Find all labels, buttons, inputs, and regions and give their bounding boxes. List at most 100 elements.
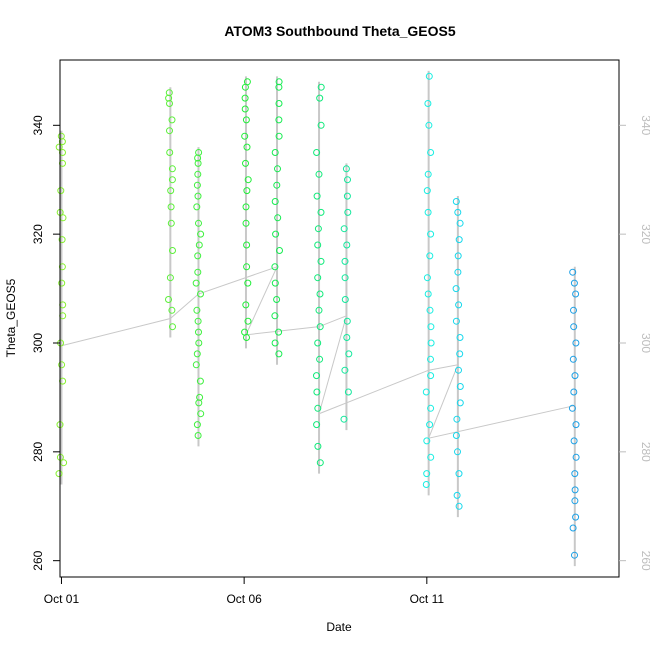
data-point <box>167 187 175 195</box>
data-point <box>341 257 349 265</box>
data-point <box>570 323 578 331</box>
data-point <box>276 247 283 254</box>
data-point <box>314 225 322 233</box>
data-point <box>275 116 283 124</box>
data-point <box>275 83 283 91</box>
data-point <box>197 230 205 238</box>
data-point <box>194 159 202 167</box>
data-point <box>165 89 173 97</box>
data-point <box>317 208 325 216</box>
data-point <box>343 241 351 249</box>
data-point <box>341 296 349 303</box>
data-point <box>452 432 460 439</box>
data-point <box>168 176 176 184</box>
data-point <box>166 127 173 135</box>
data-point <box>427 323 435 331</box>
data-point <box>275 328 283 336</box>
y-tick-label: 300 <box>31 333 45 353</box>
data-point <box>314 404 322 412</box>
data-point <box>313 388 321 396</box>
data-point <box>422 388 430 396</box>
data-point <box>194 432 202 439</box>
data-point <box>570 437 578 445</box>
data-point <box>275 100 283 107</box>
data-point <box>194 252 202 260</box>
data-point <box>456 383 464 390</box>
data-point <box>423 187 431 195</box>
data-point <box>314 339 322 347</box>
data-point <box>165 296 172 303</box>
data-point <box>455 366 462 374</box>
data-point <box>271 339 279 347</box>
data-point <box>60 459 68 467</box>
data-point <box>314 241 322 249</box>
data-point <box>241 132 249 140</box>
data-point <box>313 192 321 200</box>
data-point <box>422 481 430 488</box>
data-point <box>427 230 435 238</box>
x-tick-label: Oct 11 <box>410 592 445 606</box>
data-point <box>452 285 460 293</box>
data-point <box>195 328 202 336</box>
data-point <box>423 274 431 282</box>
data-point <box>58 236 66 244</box>
data-point <box>571 551 578 559</box>
data-point <box>569 355 577 363</box>
data-point <box>455 470 463 478</box>
data-point <box>455 236 463 244</box>
data-point <box>313 372 320 380</box>
data-point <box>344 388 352 396</box>
data-point <box>243 143 251 151</box>
data-point <box>454 448 461 456</box>
data-point <box>275 132 283 140</box>
data-point <box>243 78 251 86</box>
data-point <box>343 334 351 341</box>
data-point <box>571 486 579 494</box>
data-point <box>196 377 204 385</box>
y-tick-label: 320 <box>31 224 45 244</box>
data-point <box>314 274 322 282</box>
data-point <box>456 350 464 358</box>
data-point <box>165 94 173 102</box>
data-point <box>194 268 202 276</box>
data-point <box>427 149 435 156</box>
data-point <box>569 524 577 532</box>
data-point <box>243 263 251 271</box>
data-point <box>424 100 432 107</box>
data-point <box>274 165 281 173</box>
data-point <box>427 404 435 412</box>
data-point <box>242 116 250 124</box>
data-point <box>341 274 349 282</box>
data-point <box>454 252 462 260</box>
data-point <box>194 170 202 178</box>
data-point <box>168 306 176 314</box>
data-point <box>456 219 464 227</box>
data-point <box>193 181 201 189</box>
data-point <box>243 187 251 195</box>
data-point <box>317 83 325 91</box>
data-point <box>423 437 431 445</box>
data-point <box>341 366 349 374</box>
data-point <box>195 219 202 227</box>
data-point <box>425 121 433 129</box>
data-point <box>242 203 250 211</box>
data-point <box>317 121 325 129</box>
data-point <box>316 290 324 298</box>
data-point <box>271 198 279 205</box>
data-point <box>572 421 580 429</box>
data-point <box>427 355 434 363</box>
data-point <box>316 459 324 467</box>
data-point <box>424 170 432 178</box>
data-point <box>55 143 63 151</box>
data-point <box>193 203 201 211</box>
data-point <box>569 268 577 276</box>
axes-layer: 260 280 300 320 340 260 280 300 320 340 Oct 01 Oct … <box>31 115 650 606</box>
data-point <box>313 149 321 156</box>
data-point <box>427 453 435 461</box>
data-point <box>344 176 351 184</box>
x-axis-label: Date <box>326 620 352 634</box>
data-point <box>453 415 461 423</box>
data-point <box>570 388 578 396</box>
data-point <box>168 165 176 173</box>
